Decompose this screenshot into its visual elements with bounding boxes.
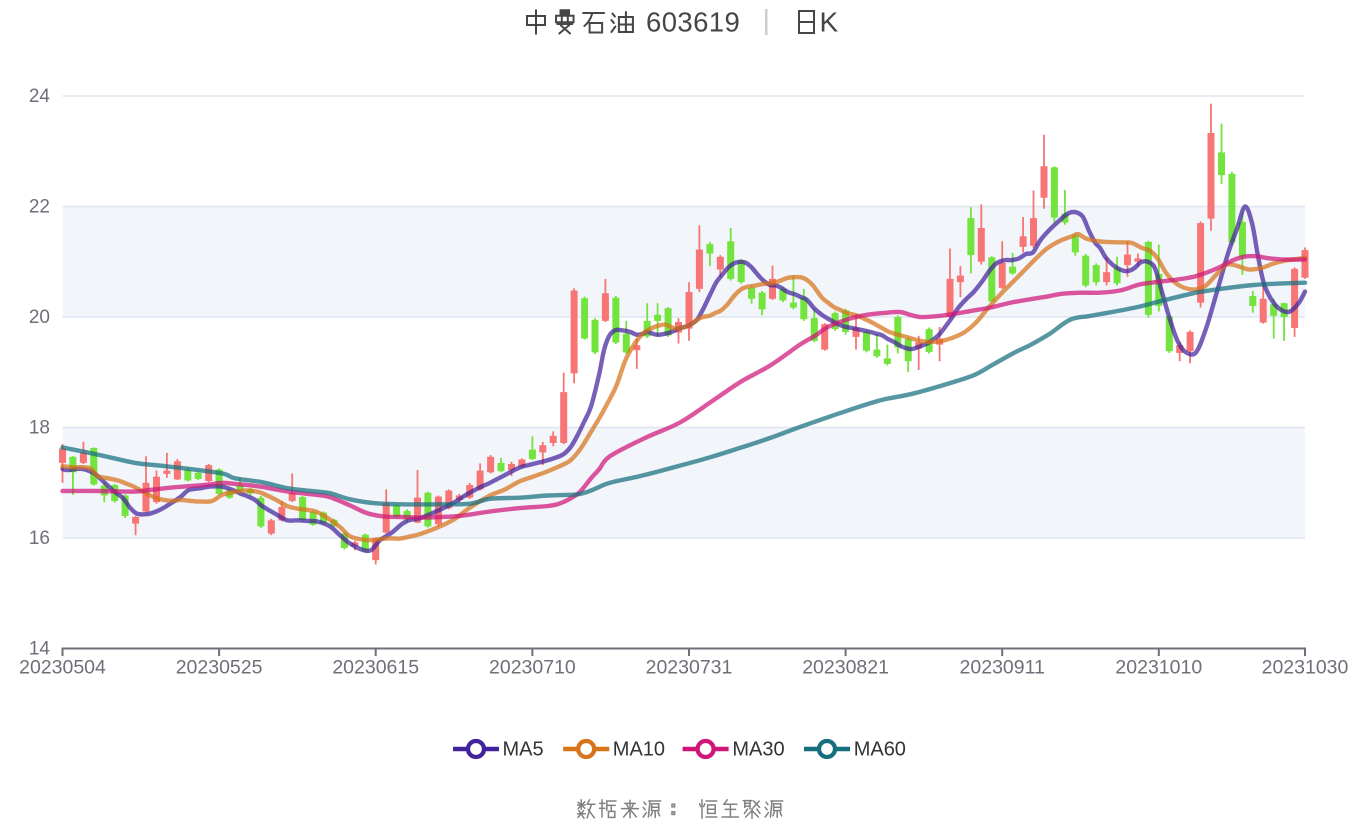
svg-text:20230525: 20230525 (176, 657, 263, 679)
svg-text:24: 24 (29, 86, 51, 107)
svg-text:14: 14 (29, 638, 51, 659)
svg-text:20231010: 20231010 (1115, 657, 1202, 679)
svg-text:MA5: MA5 (503, 739, 544, 761)
svg-text:20230731: 20230731 (646, 657, 733, 679)
svg-text:MA30: MA30 (732, 739, 784, 761)
svg-text:603619: 603619 (646, 7, 740, 38)
svg-text:MA60: MA60 (854, 739, 906, 761)
svg-text:20230911: 20230911 (960, 657, 1045, 679)
svg-text:20231030: 20231030 (1262, 657, 1349, 679)
svg-text:20230821: 20230821 (802, 657, 889, 679)
svg-text:20230504: 20230504 (19, 657, 106, 679)
svg-text:20230710: 20230710 (489, 657, 576, 679)
svg-text:16: 16 (29, 528, 50, 549)
svg-text:MA10: MA10 (613, 739, 665, 761)
svg-text:18: 18 (29, 417, 50, 438)
svg-text:22: 22 (29, 196, 50, 217)
svg-text:20: 20 (29, 307, 50, 328)
svg-text:20230615: 20230615 (332, 657, 419, 679)
svg-text:K: K (820, 7, 839, 38)
